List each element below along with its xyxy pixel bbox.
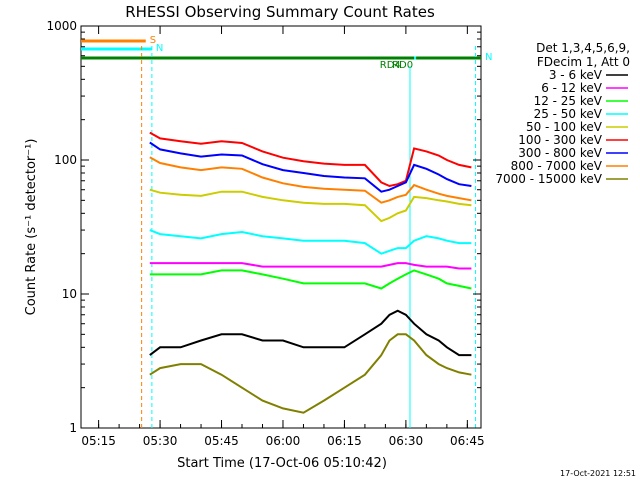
legend: Det 1,3,4,5,6,9,FDecim 1, Att 03 - 6 keV… [495,41,630,186]
state-bar-label-0: S [150,35,156,46]
series-8 [149,333,472,414]
plot-frame [80,25,482,429]
state-bar-label-2: N [485,52,492,63]
series-7 [149,156,472,204]
x-tick-label-3: 06:00 [266,434,301,448]
plot-area [80,25,482,429]
x-tick-label-6: 06:45 [450,434,485,448]
y-tick-label-0: 1 [69,421,77,435]
timestamp-label: 17-Oct-2021 12:51 [560,469,636,478]
series-line-1 [149,262,472,270]
y-tick-label-1: 10 [62,287,77,301]
legend-label-4: 50 - 100 keV [526,120,603,134]
series-3 [149,229,472,255]
y-tick-label-2: 100 [54,153,77,167]
x-tick-label-5: 06:30 [389,434,424,448]
series-line-2 [149,269,472,290]
legend-label-6: 300 - 800 keV [518,146,602,160]
series-line-4 [149,188,472,223]
chart-title: RHESSI Observing Summary Count Rates [125,3,435,21]
x-tick-label-1: 05:30 [143,434,178,448]
series-line-3 [149,229,472,255]
x-tick-label-0: 05:15 [81,434,116,448]
series-1 [149,262,472,270]
series-6 [149,141,472,193]
axes-layer: 1 10 100 1000 05:15 05:30 05:45 06:00 06:15 06:30… [46,19,484,448]
legend-label-0: 3 - 6 keV [549,68,603,82]
state-bar-label-3: RD4 [380,60,401,71]
legend-label-3: 25 - 50 keV [534,107,603,121]
legend-label-2: 12 - 25 keV [534,94,603,108]
series-line-0 [149,309,472,357]
legend-label-8: 7000 - 15000 keV [495,172,602,186]
state-bar-label-1: N [156,43,163,54]
legend-label-1: 6 - 12 keV [541,81,603,95]
legend-label-5: 100 - 300 keV [518,133,602,147]
x-axis-label: Start Time (17-Oct-06 05:10:42) [177,456,387,471]
series-2 [149,269,472,290]
series-line-7 [149,156,472,204]
legend-title-1: FDecim 1, Att 0 [537,55,630,69]
series-5 [149,131,472,188]
state-bar-label-4: RD0 [392,60,413,71]
y-tick-label-3: 1000 [46,19,77,33]
series-4 [149,188,472,223]
series-line-8 [149,333,472,414]
x-tick-label-2: 05:45 [204,434,239,448]
y-axis-label: Count Rate (s⁻¹ detector⁻¹) [24,139,39,316]
series-line-5 [149,131,472,188]
legend-label-7: 800 - 7000 keV [511,159,603,173]
x-tick-label-4: 06:15 [327,434,362,448]
series-0 [149,309,472,357]
legend-title-0: Det 1,3,4,5,6,9, [536,41,630,55]
series-line-6 [149,141,472,193]
